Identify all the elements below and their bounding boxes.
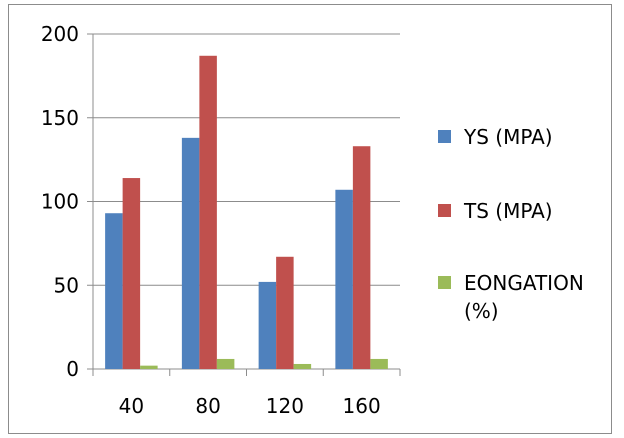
y-tick-label: 0 (66, 357, 79, 381)
bar-series-0-cat-160 (335, 189, 353, 369)
bar-series-1-cat-120 (276, 256, 294, 369)
bar-series-2-cat-40 (140, 365, 158, 369)
bar-series-0-cat-120 (258, 281, 277, 369)
bar-series-2-cat-120 (293, 363, 312, 369)
legend-label-line: EONGATION (464, 271, 584, 295)
legend-swatch (438, 204, 451, 217)
legend-label-line: (%) (464, 299, 499, 323)
bar-series-2-cat-160 (370, 358, 388, 369)
bar-series-1-cat-40 (122, 178, 141, 369)
y-tick-label: 50 (54, 273, 79, 297)
y-tick-label: 150 (41, 106, 79, 130)
bars-layer (105, 55, 388, 370)
legend: YS (MPA) TS (MPA) EONGATION (%) (438, 125, 584, 323)
legend-label: TS (MPA) (463, 199, 553, 223)
x-tick-label: 40 (119, 394, 144, 418)
legend-swatch (438, 276, 451, 289)
y-tick-label: 100 (41, 190, 79, 214)
y-tick-label: 200 (41, 22, 79, 46)
legend-swatch (438, 130, 451, 143)
x-tick-label: 160 (343, 394, 381, 418)
y-tick-labels: 0 50 100 150 200 (41, 22, 79, 381)
bar-series-0-cat-40 (105, 213, 123, 369)
bar-series-1-cat-80 (199, 55, 217, 370)
bar-series-2-cat-80 (216, 358, 235, 369)
legend-label: YS (MPA) (463, 125, 553, 149)
bar-series-1-cat-160 (352, 146, 371, 369)
x-tick-label: 80 (195, 394, 220, 418)
x-tick-labels: 40 80 120 160 (119, 394, 381, 418)
x-tick-label: 120 (266, 394, 304, 418)
bar-series-0-cat-80 (181, 137, 200, 369)
